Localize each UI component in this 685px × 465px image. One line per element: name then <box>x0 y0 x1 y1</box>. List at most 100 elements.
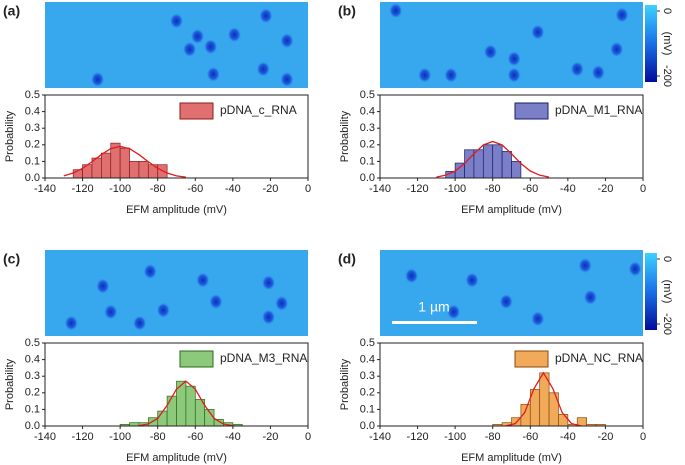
x-tick-label: 0 <box>305 183 311 195</box>
x-tick-label: -140 <box>369 431 391 443</box>
efm-dot <box>614 6 629 23</box>
efm-dot <box>507 50 522 67</box>
panel-label: (d) <box>338 251 356 267</box>
y-tick-label: 0.0 <box>360 420 375 432</box>
legend-label: pDNA_M1_RNA <box>555 103 642 117</box>
y-tick-label: 0.1 <box>360 155 375 167</box>
colorbar <box>645 5 657 82</box>
legend-swatch <box>179 350 214 368</box>
x-tick-label: -60 <box>187 183 203 195</box>
y-tick-label: 0.3 <box>360 370 375 382</box>
efm-dot <box>132 315 147 332</box>
x-tick-label: -60 <box>522 183 538 195</box>
efm-dot <box>279 32 294 49</box>
efm-dot <box>530 310 545 327</box>
plot-frame <box>44 94 309 179</box>
x-tick-label: -100 <box>444 431 466 443</box>
fit-curve <box>505 371 582 427</box>
y-axis-label: Probability <box>339 358 351 410</box>
efm-dot <box>206 66 221 83</box>
colorbar-tick-label: -200 <box>661 65 673 87</box>
bar <box>185 385 196 427</box>
bar <box>119 147 130 179</box>
efm-dot <box>90 71 105 88</box>
efm-dot <box>279 71 294 88</box>
x-tick-label: -80 <box>150 183 166 195</box>
x-axis-label: EFM amplitude (mV) <box>126 204 227 216</box>
efm-dot <box>227 26 242 43</box>
y-tick-label: 0.0 <box>360 172 375 184</box>
y-tick-label: 0.2 <box>360 387 375 399</box>
y-tick-label: 0.0 <box>25 172 40 184</box>
legend-swatch <box>514 350 549 368</box>
x-tick-label: 0 <box>640 183 646 195</box>
y-axis-label: Probability <box>339 110 351 162</box>
bar <box>482 144 494 179</box>
y-tick-label: 0.3 <box>25 370 40 382</box>
x-tick-label: -20 <box>597 431 613 443</box>
panel-label: (a) <box>3 3 20 19</box>
x-tick-label: -20 <box>597 183 613 195</box>
efm-dot <box>388 2 403 19</box>
legend-label: pDNA_c_RNA <box>220 103 297 117</box>
panel-label: (b) <box>338 3 356 19</box>
efm-dot <box>156 302 171 319</box>
bar <box>166 395 177 427</box>
y-tick-label: 0.5 <box>25 337 40 349</box>
x-tick-label: -20 <box>262 431 278 443</box>
bar <box>101 152 112 179</box>
x-tick-label: -100 <box>444 183 466 195</box>
panel: (c) 0.0 0.1 0.2 0.3 0.4 0.5 -140 -120 -100 -80 -60 -… <box>3 250 311 464</box>
fit-curve <box>138 380 233 427</box>
y-tick-label: 0.5 <box>25 89 40 101</box>
x-tick-label: -40 <box>225 431 241 443</box>
y-tick-label: 0.1 <box>360 403 375 415</box>
efm-dot <box>203 38 218 55</box>
y-tick-label: 0.3 <box>360 122 375 134</box>
x-axis-label: EFM amplitude (mV) <box>461 204 562 216</box>
efm-dot <box>208 293 223 310</box>
x-tick-label: -80 <box>485 431 501 443</box>
y-axis-label: Probability <box>4 110 16 162</box>
bar <box>511 161 522 179</box>
x-tick-label: -100 <box>109 183 131 195</box>
efm-dot <box>570 61 585 78</box>
efm-dot <box>591 64 606 81</box>
plot-frame <box>379 342 644 427</box>
efm-dot <box>609 41 624 58</box>
efm-dot <box>499 293 514 310</box>
colorbar-tick-label: 0 <box>661 8 673 14</box>
efm-dot <box>583 289 598 306</box>
efm-dot <box>507 67 522 84</box>
colorbar-tick-label: -200 <box>661 313 673 335</box>
y-tick-label: 0.4 <box>25 106 40 118</box>
x-tick-label: -40 <box>560 431 576 443</box>
panel: (d)1 µm0-200(mV)0.00.10.20.30.40.5-140 -1… <box>338 250 673 464</box>
y-axis-label: Probability <box>4 358 16 410</box>
x-tick-label: -140 <box>369 183 391 195</box>
y-tick-label: 0.4 <box>360 354 375 366</box>
efm-dot <box>578 257 593 274</box>
bar <box>157 410 168 427</box>
x-axis-label: EFM amplitude (mV) <box>461 452 562 464</box>
x-tick-label: -80 <box>150 431 166 443</box>
y-tick-label: 0.2 <box>25 139 40 151</box>
bar <box>129 161 140 179</box>
efm-dot <box>256 61 271 78</box>
efm-dot <box>143 263 158 280</box>
plot-frame <box>44 342 309 427</box>
legend-swatch <box>179 102 214 120</box>
legend-swatch <box>514 102 549 120</box>
efm-dot <box>628 260 643 277</box>
bar <box>501 151 512 179</box>
x-tick-label: 0 <box>305 431 311 443</box>
efm-dot <box>190 28 205 45</box>
panel: (a) 0.0 0.1 0.2 0.3 0.4 0.5 -140 -120 -100 -80 -60 -… <box>3 2 311 216</box>
bar <box>473 149 484 179</box>
efm-dot <box>261 274 276 291</box>
y-tick-label: 0.1 <box>25 403 40 415</box>
x-axis-label: EFM amplitude (mV) <box>126 452 227 464</box>
efm-dot <box>465 272 480 289</box>
x-tick-label: -120 <box>407 431 429 443</box>
efm-dot <box>530 24 545 41</box>
